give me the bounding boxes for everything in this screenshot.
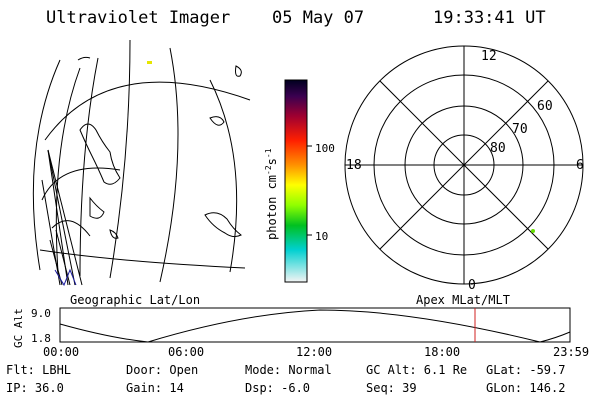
status-mode: Mode: Normal xyxy=(245,363,332,377)
status-dsp: Dsp: -6.0 xyxy=(245,381,311,395)
x-tick-0600: 06:00 xyxy=(168,345,205,359)
lat-label-60: 60 xyxy=(537,99,553,114)
orbit-right-title: Apex MLat/MLT xyxy=(416,293,510,307)
date-label: 05 May 07 xyxy=(272,8,365,28)
status-ip: IP: 36.0 xyxy=(6,381,64,395)
status-gain: Gain: 14 xyxy=(126,381,184,395)
colorbar-tick-100: 100 xyxy=(315,142,335,155)
status-door: Door: Open xyxy=(126,363,199,377)
polar-plot: 12 18 6 0 60 70 80 xyxy=(344,45,584,293)
x-tick-1200: 12:00 xyxy=(296,345,333,359)
x-tick-1800: 18:00 xyxy=(424,345,461,359)
lat-label-70: 70 xyxy=(512,122,528,137)
time-label: 19:33:41 UT xyxy=(433,8,546,28)
colorbar-tick-10: 10 xyxy=(315,230,328,243)
status-glat: GLat: -59.7 xyxy=(486,363,566,377)
orbit-y-tick-9: 9.0 xyxy=(31,307,51,320)
auroral-point xyxy=(531,229,535,233)
status-seq: Seq: 39 xyxy=(366,381,417,395)
x-tick-2359: 23:59 xyxy=(553,345,590,359)
geographic-map xyxy=(32,39,251,287)
lat-label-80: 80 xyxy=(490,141,506,156)
orbit-left-title: Geographic Lat/Lon xyxy=(70,293,201,307)
colorbar-unit-label: photon cm-2s-1 xyxy=(264,148,279,240)
status-glon: GLon: 146.2 xyxy=(486,381,566,395)
mlt-label-6: 6 xyxy=(576,158,584,173)
mlt-label-12: 12 xyxy=(481,49,497,64)
status-flt: Flt: LBHL xyxy=(6,363,72,377)
x-tick-0000: 00:00 xyxy=(43,345,80,359)
orbit-y-label: GC Alt xyxy=(12,308,25,348)
mlt-label-18: 18 xyxy=(346,158,362,173)
mlt-label-0: 0 xyxy=(468,278,476,293)
orbit-altitude-plot: GC Alt 9.0 1.8 xyxy=(12,307,571,348)
map-marker xyxy=(147,61,152,64)
instrument-title: Ultraviolet Imager xyxy=(46,8,231,28)
status-gcalt: GC Alt: 6.1 Re xyxy=(366,363,468,377)
orbit-y-tick-1-8: 1.8 xyxy=(31,332,51,345)
colorbar: 100 10 photon cm-2s-1 xyxy=(264,79,335,283)
